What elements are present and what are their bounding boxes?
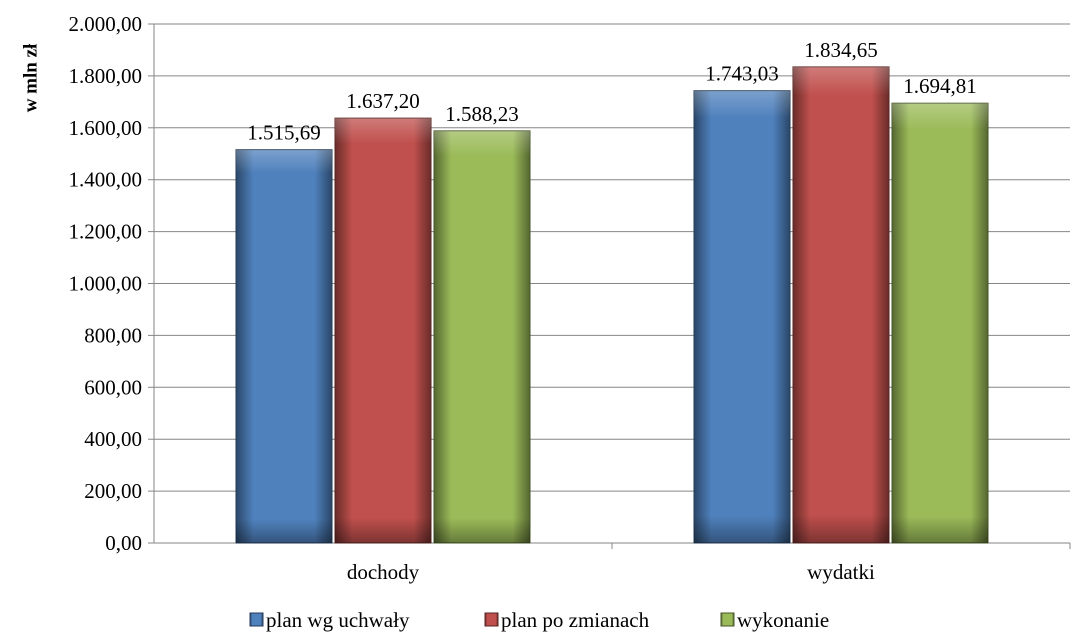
y-tick-label: 1.800,00 [69, 64, 143, 88]
data-label: 1.515,69 [247, 121, 321, 145]
data-label: 1.743,03 [705, 62, 779, 86]
bar [433, 130, 531, 544]
data-label: 1.588,23 [445, 102, 519, 126]
y-tick-label: 1.000,00 [69, 272, 143, 296]
legend-label: wykonanie [737, 608, 829, 632]
y-tick-label: 1.400,00 [69, 168, 143, 192]
y-tick-label: 200,00 [84, 479, 142, 503]
legend-item: plan wg uchwały [249, 608, 410, 632]
axes: 0,00 200,00 400,00 600,00 800,00 1.000,00 1.20… [69, 12, 1071, 584]
bar [334, 117, 432, 544]
bars [235, 66, 989, 544]
y-tick-label: 600,00 [84, 375, 142, 399]
legend-swatch [720, 612, 735, 627]
data-label: 1.637,20 [346, 89, 420, 113]
legend-item: wykonanie [720, 608, 829, 632]
y-tick-label: 2.000,00 [69, 12, 143, 36]
y-tick-label: 800,00 [84, 323, 142, 347]
legend-item: plan po zmianach [484, 608, 650, 632]
legend-swatch [249, 612, 264, 627]
legend-label: plan wg uchwały [266, 608, 410, 632]
bar [891, 102, 989, 544]
legend: plan wg uchwały plan po zmianach wykonanie [249, 608, 829, 632]
y-axis-label: w mln zł [20, 43, 41, 112]
y-tick-label: 1.200,00 [69, 220, 143, 244]
x-tick-label: wydatki [807, 560, 875, 584]
data-label: 1.694,81 [903, 74, 977, 98]
y-tick-label: 0,00 [105, 531, 142, 555]
y-tick-label: 400,00 [84, 427, 142, 451]
data-label: 1.834,65 [804, 38, 878, 62]
data-labels: 1.515,69 1.637,20 1.588,23 1.743,03 1.834,65… [247, 38, 977, 145]
legend-swatch [484, 612, 499, 627]
bar [693, 90, 791, 544]
bar [792, 66, 890, 544]
bar [235, 149, 333, 544]
legend-label: plan po zmianach [501, 608, 650, 632]
y-tick-label: 1.600,00 [69, 116, 143, 140]
x-tick-label: dochody [347, 560, 420, 584]
